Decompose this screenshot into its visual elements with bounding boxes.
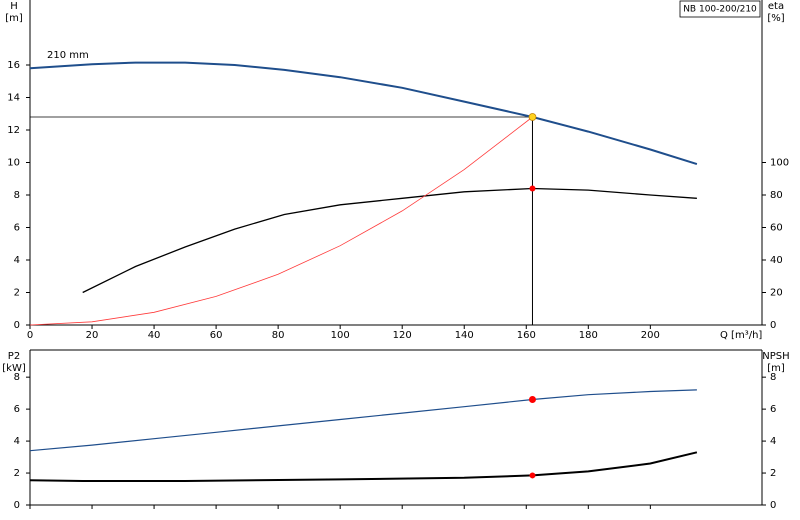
y2-tick-label: 80 — [770, 190, 783, 201]
y2-tick-label: 8 — [770, 372, 776, 383]
x-tick-label: 80 — [272, 330, 285, 341]
chart-title: NB 100-200/210 — [683, 5, 757, 15]
x-tick-label: 20 — [86, 330, 99, 341]
duty-point — [529, 472, 536, 479]
y-tick-label: 6 — [14, 404, 20, 415]
y-unit: [kW] — [2, 363, 26, 374]
y2-tick-label: 100 — [770, 158, 789, 169]
y-tick-label: 6 — [14, 223, 20, 234]
y-tick-label: 0 — [14, 500, 20, 511]
y2-tick-label: 20 — [770, 288, 783, 299]
duty-point — [528, 396, 536, 404]
y-tick-label: 12 — [7, 125, 20, 136]
duty-point — [529, 185, 536, 192]
curve — [29, 61, 698, 166]
y2-tick-label: 0 — [770, 500, 776, 511]
x-tick-label: 160 — [517, 330, 536, 341]
y-tick-label: 14 — [7, 93, 20, 104]
x-label: Q [m³/h] — [720, 330, 762, 341]
y2-tick-label: 4 — [770, 436, 776, 447]
y-tick-label: 2 — [14, 468, 20, 479]
y-unit: [m] — [5, 13, 23, 24]
y-tick-label: 10 — [7, 158, 20, 169]
y2-label: eta — [768, 1, 784, 12]
y-tick-label: 4 — [14, 436, 20, 447]
y-tick-label: 4 — [14, 255, 20, 266]
y-tick-label: 8 — [14, 190, 20, 201]
curve — [29, 116, 533, 326]
y2-tick-label: 40 — [770, 255, 783, 266]
curve — [29, 389, 697, 452]
title-box — [679, 0, 761, 18]
y-tick-label: 8 — [14, 372, 20, 383]
curve — [82, 187, 697, 294]
x-tick-label: 100 — [331, 330, 350, 341]
x-tick-label: 0 — [27, 330, 33, 341]
x-tick-label: 180 — [579, 330, 598, 341]
curve — [29, 451, 698, 482]
y-tick-label: 2 — [14, 288, 20, 299]
x-tick-label: 120 — [393, 330, 412, 341]
duty-point — [528, 113, 537, 121]
x-tick-label: 40 — [148, 330, 161, 341]
y-label: H — [10, 1, 18, 12]
y2-unit: [%] — [767, 13, 784, 24]
y2-label: NPSH — [762, 351, 789, 362]
y-tick-label: 0 — [14, 320, 20, 331]
y2-tick-label: 60 — [770, 223, 783, 234]
y-label: P2 — [8, 351, 20, 362]
y2-unit: [m] — [767, 363, 785, 374]
x-tick-label: 60 — [210, 330, 223, 341]
y2-tick-label: 6 — [770, 404, 776, 415]
y2-tick-label: 2 — [770, 468, 776, 479]
x-tick-label: 200 — [641, 330, 660, 341]
curve-annotation: 210 mm — [47, 50, 89, 61]
y2-tick-label: 0 — [770, 320, 776, 331]
y-tick-label: 16 — [7, 60, 20, 71]
x-tick-label: 140 — [455, 330, 474, 341]
